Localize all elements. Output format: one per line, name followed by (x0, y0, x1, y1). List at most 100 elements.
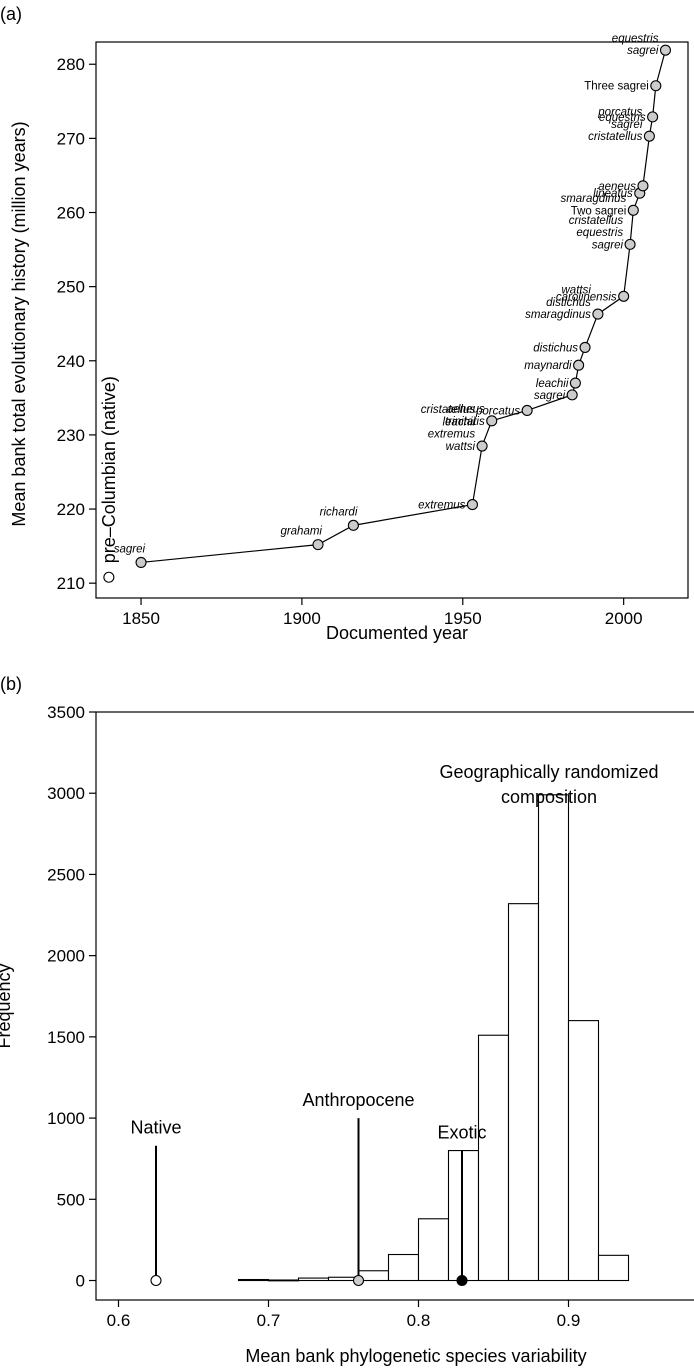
point-label-equestris: equestris (576, 227, 623, 239)
data-point (486, 415, 498, 427)
data-point (592, 308, 604, 320)
panel-b-plot-frame (95, 711, 694, 1301)
native-point-label: pre–Columbian (native) (99, 376, 119, 563)
data-point (347, 519, 359, 531)
point-label-porcatus: porcatus (597, 107, 642, 119)
histogram-bar (567, 1020, 600, 1282)
x-tick-label: 1850 (122, 609, 160, 628)
point-label-extremus: extremus (418, 500, 466, 512)
point-label-grahami: grahami (280, 526, 322, 538)
point-label-wattsi: wattsi (446, 441, 476, 453)
histogram-bar (297, 1277, 330, 1282)
data-point (624, 238, 636, 250)
marker-point-exotic (456, 1274, 468, 1287)
panel-a-x-axis-label: Documented year (326, 623, 468, 643)
y-tick-label: 2000 (47, 947, 85, 966)
y-tick-label: 280 (57, 55, 85, 74)
histogram-bar (237, 1278, 270, 1282)
point-label-sagrei: sagrei (627, 45, 659, 57)
panel-b-bars (237, 794, 630, 1282)
panel-b-histogram: (b) 0.6 0.7 0.8 0.9 0 500 1000 1500 2000 2500 300… (0, 674, 694, 1366)
data-point (659, 44, 672, 56)
point-label-wattsi: wattsi (562, 284, 592, 296)
point-label-aeneus: aeneus (598, 181, 636, 193)
point-label-equestris: equestris (612, 33, 659, 45)
point-label-cristatellus: cristatellus (588, 131, 643, 143)
y-tick-label: 0 (76, 1272, 85, 1291)
panel-a-label: (a) (0, 4, 22, 24)
point-label-trinitatis: trinitatis (445, 416, 485, 428)
point-label-distichus: distichus (533, 342, 578, 354)
marker-label-anthropocene: Anthropocene (302, 1090, 414, 1110)
x-tick-label: 0.7 (257, 1311, 281, 1330)
y-tick-label: 220 (57, 500, 85, 519)
point-label-sagrei: sagrei (592, 239, 624, 251)
panel-b-markers: Native Anthropocene Exotic (130, 1090, 487, 1287)
panel-b-x-axis: 0.6 0.7 0.8 0.9 (107, 1300, 581, 1330)
y-tick-label: 230 (57, 426, 85, 445)
data-point (521, 404, 533, 416)
data-point (466, 499, 478, 511)
point-label-cristatellus: cristatellus (569, 215, 624, 227)
point-label-aeneus: aeneus (447, 404, 485, 416)
point-label-sagrei: sagrei (534, 390, 566, 402)
y-tick-label: 240 (57, 352, 85, 371)
point-label-carolinensis: carolinensis (556, 291, 617, 303)
panel-b-label: (b) (0, 674, 22, 694)
histogram-bar (477, 1034, 510, 1282)
panel-a-plot-frame (95, 41, 689, 599)
point-label-maynardi: maynardi (524, 360, 572, 372)
histogram-bar (387, 1253, 420, 1282)
histogram-bar (537, 794, 570, 1282)
histogram-bar (417, 1218, 450, 1282)
histogram-bar (507, 903, 540, 1282)
data-point (135, 556, 147, 568)
marker-point-native (150, 1274, 162, 1287)
x-tick-label: 1900 (283, 609, 321, 628)
panel-a-native-point-group: pre–Columbian (native) (99, 376, 119, 583)
data-point (312, 539, 324, 551)
data-point (627, 204, 639, 216)
data-point (569, 377, 581, 389)
histogram-bar (597, 1254, 630, 1282)
marker-point-anthropocene (352, 1274, 365, 1287)
x-tick-label: 0.8 (407, 1311, 431, 1330)
histogram-bar (267, 1279, 300, 1282)
marker-label-native: Native (130, 1118, 181, 1138)
y-tick-label: 210 (57, 574, 85, 593)
y-tick-label: 1000 (47, 1109, 85, 1128)
panel-a-y-axis-label: Mean bank total evolutionary history (mi… (9, 121, 29, 526)
panel-a-data-points: sagrei grahami richardi extremus cristatellu… (114, 33, 672, 568)
x-tick-label: 0.9 (557, 1311, 581, 1330)
point-label-sagrei: sagrei (611, 119, 643, 131)
point-label-equestris: equestris (599, 112, 646, 124)
point-label-smaragdinus: smaragdinus (525, 309, 591, 321)
data-point (650, 80, 662, 92)
point-label-lineatus: lineatus (593, 188, 633, 200)
panel-b-y-axis-label: Frequency (0, 963, 14, 1048)
panel-a-x-axis: 1850 1900 1950 2000 (122, 598, 643, 628)
x-tick-label: 1950 (444, 609, 482, 628)
data-point (647, 111, 659, 123)
x-tick-label: 0.6 (107, 1311, 131, 1330)
data-point (637, 180, 649, 192)
native-point (103, 571, 115, 583)
point-label-porcatus: porcatus (475, 405, 520, 417)
point-label-smaragdinus: smaragdinus (560, 193, 626, 205)
y-tick-label: 3000 (47, 784, 85, 803)
point-label-distichus: distichus (546, 297, 591, 309)
point-label-two-sagrei: Two sagrei (571, 205, 627, 217)
marker-label-exotic: Exotic (437, 1123, 486, 1143)
x-tick-label: 2000 (605, 609, 643, 628)
histogram-bar (447, 1150, 480, 1282)
data-point (573, 359, 585, 371)
point-label-leachii: leachii (442, 416, 475, 428)
point-label-leachii: leachii (536, 378, 569, 390)
y-tick-label: 2500 (47, 865, 85, 884)
y-tick-label: 1500 (47, 1028, 85, 1047)
data-point (618, 290, 630, 302)
y-tick-label: 500 (57, 1190, 85, 1209)
point-label-richardi: richardi (320, 506, 358, 518)
y-tick-label: 270 (57, 129, 85, 148)
